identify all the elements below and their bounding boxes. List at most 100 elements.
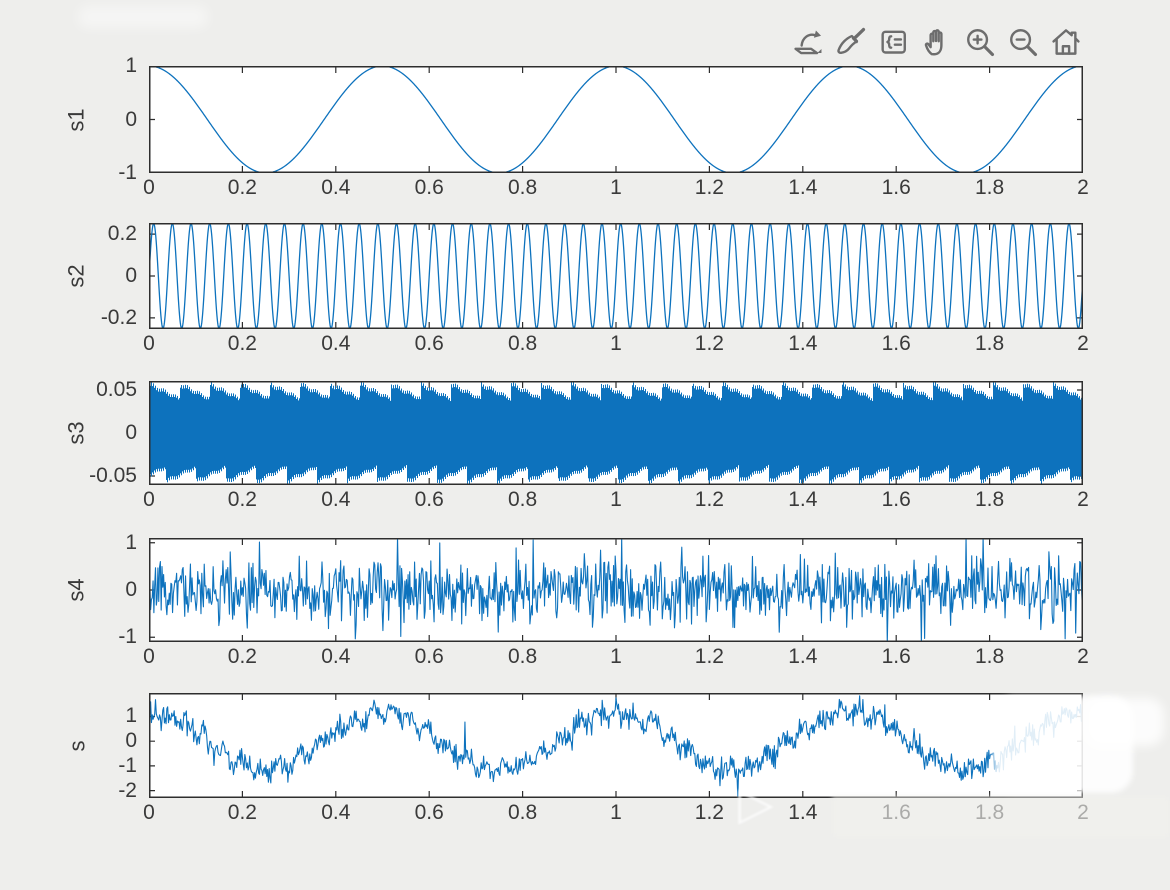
x-tick-label: 0.4 bbox=[321, 176, 351, 199]
zoom-in-button[interactable] bbox=[962, 24, 998, 60]
y-tick-label: 1 bbox=[125, 704, 137, 728]
x-tick-label: 1.8 bbox=[974, 332, 1005, 355]
signal-plot-s1[interactable] bbox=[149, 66, 1083, 173]
zoom-out-button[interactable] bbox=[1005, 24, 1041, 60]
x-tick-label: 1.8 bbox=[974, 645, 1005, 668]
x-tick-label: 1.4 bbox=[788, 176, 818, 199]
x-tick-label: 1.2 bbox=[694, 488, 724, 511]
signal-plot-s4[interactable] bbox=[149, 538, 1083, 642]
x-tick-label: 1.6 bbox=[881, 176, 911, 199]
x-tick-label: 0.2 bbox=[227, 645, 257, 668]
x-tick-label: 0.4 bbox=[321, 488, 351, 511]
x-tick-label: 2 bbox=[1077, 332, 1089, 355]
x-tick-label: 1.6 bbox=[881, 645, 911, 668]
datatip-icon bbox=[881, 30, 906, 54]
y-tick-labels: 1 0 -1 bbox=[0, 54, 143, 184]
y-tick-label: -1 bbox=[118, 753, 137, 777]
x-tick-label: 2 bbox=[1077, 176, 1089, 199]
x-tick-label: 0.2 bbox=[227, 488, 257, 511]
x-tick-label: 1.2 bbox=[694, 801, 724, 824]
y-tick-label: 0 bbox=[125, 421, 137, 444]
x-tick-label: 0.8 bbox=[507, 332, 538, 355]
export-button[interactable] bbox=[790, 24, 826, 60]
signal-plot-s2[interactable] bbox=[149, 223, 1083, 329]
x-tick-label: 1.6 bbox=[881, 488, 911, 511]
x-tick-label: 0.6 bbox=[414, 332, 444, 355]
x-tick-label: 0 bbox=[143, 801, 155, 824]
home-button[interactable] bbox=[1048, 24, 1084, 60]
brush-icon bbox=[837, 27, 866, 54]
x-tick-labels: 0 0.2 0.4 0.6 0.8 1 1.2 1.4 1.6 1.8 2 bbox=[0, 332, 1170, 360]
x-tick-label: 0 bbox=[143, 645, 155, 668]
plot-area-s1 bbox=[149, 66, 1083, 173]
y-tick-label: 0 bbox=[125, 578, 137, 601]
plot-area-s2 bbox=[149, 223, 1083, 329]
pan-button[interactable] bbox=[919, 24, 955, 60]
x-tick-label: 1 bbox=[610, 176, 622, 199]
x-tick-label: 1.6 bbox=[881, 801, 911, 824]
y-tick-labels: 1 0 -1 bbox=[0, 531, 143, 649]
x-tick-label: 1.2 bbox=[694, 645, 724, 668]
x-tick-label: 1 bbox=[610, 645, 622, 668]
x-tick-label: 0.6 bbox=[414, 176, 444, 199]
y-tick-label: -0.2 bbox=[100, 305, 137, 329]
subplot-s: s 1 0 -1 -2 0 0.2 0.4 0.6 0.8 1 1.2 1.4 1.6 1.8 2 bbox=[0, 693, 1170, 834]
signal-plot-s[interactable] bbox=[149, 693, 1083, 798]
x-tick-label: 1.4 bbox=[788, 645, 818, 668]
y-tick-label: 0 bbox=[125, 264, 137, 287]
signal-plot-s3[interactable] bbox=[149, 381, 1083, 485]
x-tick-label: 1.2 bbox=[694, 176, 724, 199]
subplot-s1: s1 1 0 -1 0 0.2 0.4 0.6 0.8 1 1.2 1.4 1.6 1.8 2 bbox=[0, 54, 1170, 209]
subplot-s2: s2 0.2 0 -0.2 0 0.2 0.4 0.6 0.8 1 1.2 1.4 1.6 1.8 2 bbox=[0, 222, 1170, 365]
y-tick-label: -0.05 bbox=[89, 463, 137, 487]
x-tick-label: 2 bbox=[1077, 801, 1089, 824]
plot-area-s4 bbox=[149, 538, 1083, 642]
zoom-out-icon bbox=[1010, 29, 1038, 57]
y-tick-label: 0.05 bbox=[96, 378, 137, 402]
x-tick-label: 0.6 bbox=[414, 645, 444, 668]
y-tick-label: -2 bbox=[118, 778, 137, 802]
x-tick-label: 0.4 bbox=[321, 645, 351, 668]
x-tick-label: 0.6 bbox=[414, 488, 444, 511]
datatips-button[interactable] bbox=[876, 24, 912, 60]
zoom-in-icon bbox=[967, 29, 995, 57]
subplot-s3: s3 0.05 0 -0.05 0 0.2 0.4 0.6 0.8 1 1.2 1.4 1.6 1.8… bbox=[0, 378, 1170, 521]
x-tick-label: 0.6 bbox=[414, 801, 444, 824]
x-tick-label: 1.8 bbox=[974, 801, 1005, 824]
x-tick-label: 0.2 bbox=[227, 801, 257, 824]
y-tick-label: 0 bbox=[125, 729, 137, 753]
y-tick-labels: 0.2 0 -0.2 bbox=[0, 222, 143, 329]
x-tick-label: 1.2 bbox=[694, 332, 724, 355]
export-icon bbox=[794, 30, 822, 55]
x-tick-label: 0 bbox=[143, 488, 155, 511]
x-tick-label: 1.8 bbox=[974, 176, 1005, 199]
y-tick-labels: 0.05 0 -0.05 bbox=[0, 378, 143, 487]
y-tick-label: 0.2 bbox=[107, 222, 137, 246]
x-tick-label: 1 bbox=[610, 801, 622, 824]
subplot-s4: s4 1 0 -1 0 0.2 0.4 0.6 0.8 1 1.2 1.4 1.6 1.8 2 bbox=[0, 531, 1170, 678]
watermark-smudge-top-left bbox=[78, 6, 208, 28]
x-tick-labels: 0 0.2 0.4 0.6 0.8 1 1.2 1.4 1.6 1.8 2 bbox=[0, 176, 1170, 204]
x-tick-label: 0.4 bbox=[321, 332, 351, 355]
x-tick-label: 1.4 bbox=[788, 801, 818, 824]
x-tick-label: 0 bbox=[143, 332, 155, 355]
y-tick-labels: 1 0 -1 -2 bbox=[0, 693, 143, 801]
x-tick-label: 0.4 bbox=[321, 801, 351, 824]
y-tick-label: 1 bbox=[125, 54, 137, 77]
x-tick-label: 1.8 bbox=[974, 488, 1005, 511]
x-tick-label: 0.8 bbox=[507, 801, 538, 824]
x-tick-label: 0.8 bbox=[507, 645, 538, 668]
x-tick-label: 0.2 bbox=[227, 176, 257, 199]
x-tick-label: 1 bbox=[610, 488, 622, 511]
x-tick-labels: 0 0.2 0.4 0.6 0.8 1 1.2 1.4 1.6 1.8 2 bbox=[0, 488, 1170, 516]
x-tick-label: 2 bbox=[1077, 488, 1089, 511]
x-tick-label: 0.2 bbox=[227, 332, 257, 355]
y-tick-label: -1 bbox=[118, 161, 137, 184]
home-icon bbox=[1052, 29, 1080, 55]
brush-button[interactable] bbox=[833, 24, 869, 60]
y-tick-label: 1 bbox=[125, 530, 137, 554]
plot-area-s3 bbox=[149, 381, 1083, 485]
x-tick-label: 1.4 bbox=[788, 488, 818, 511]
x-tick-label: 0 bbox=[143, 176, 155, 199]
